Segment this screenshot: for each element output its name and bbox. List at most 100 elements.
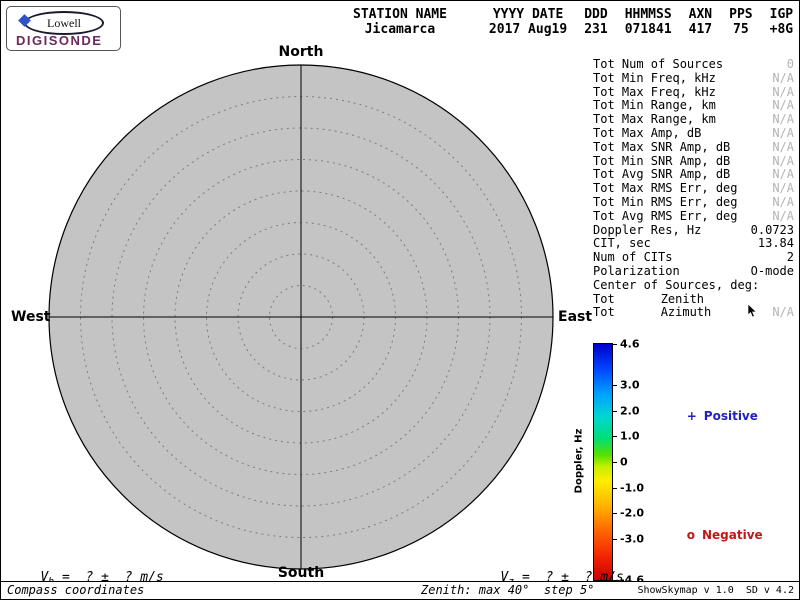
circle-icon: o [686, 528, 695, 542]
stat-row: Tot Min RMS Err, deg N/A [593, 194, 794, 210]
compass-label-east: East [558, 309, 593, 325]
stat-row: Tot Max SNR Amp, dB N/A [593, 139, 794, 155]
stat-value: 2 [786, 250, 794, 265]
header-field: IGP +8G [770, 7, 793, 37]
stat-value: N/A [772, 70, 794, 85]
colorbar-title: Doppler, Hz [573, 428, 585, 494]
header-field-label: HHMMSS [624, 7, 672, 22]
legend-positive: + Positive [670, 395, 758, 437]
stat-sublabel: Zenith [660, 291, 705, 306]
stat-row: Tot Max RMS Err, deg N/A [593, 181, 794, 196]
stat-row: CIT, sec 13.84 [593, 237, 794, 251]
header-field-label: STATION NAME [353, 7, 447, 22]
stat-value: 0 [786, 57, 794, 71]
coordinates-note: Compass coordinates [7, 583, 145, 597]
mouse-cursor-icon [747, 304, 758, 318]
stat-row: Num of CITs 2 [593, 250, 794, 265]
colorbar-tick-mark [612, 436, 617, 438]
stat-label: Tot Max Freq, kHz [593, 84, 716, 99]
version-label: ShowSkymap v 1.0 SD v 4.2 [637, 585, 794, 596]
stat-value: N/A [772, 194, 794, 209]
colorbar-tick-mark [612, 538, 617, 540]
lowell-digisonde-logo: Lowell DIGISONDE [6, 6, 121, 51]
stat-value: 0.0723 [750, 222, 794, 237]
colorbar-tick-mark [612, 344, 617, 345]
header-field-value: 2017 Aug19 [488, 22, 568, 37]
stat-label: Tot Min RMS Err, deg [593, 194, 738, 209]
colorbar-tick-mark [612, 580, 617, 581]
header-field: PPS 75 [729, 7, 752, 37]
stat-row: Tot Num of Sources 0 [593, 57, 794, 72]
colorbar-tick-mark [612, 513, 617, 515]
header-field: DDD 231 [584, 7, 607, 37]
header-field-label: YYYY DATE [492, 7, 564, 22]
stat-row: Tot Min SNR Amp, dB N/A [593, 153, 794, 169]
lowell-ellipse: Lowell [24, 11, 104, 35]
stat-value: N/A [772, 139, 794, 154]
stat-row: Tot Avg RMS Err, deg N/A [593, 208, 794, 224]
stat-label: Tot Num of Sources [593, 57, 724, 71]
stat-row: Tot Min Freq, kHz N/A [593, 70, 794, 86]
stat-value: N/A [772, 125, 794, 140]
stat-sublabel: Azimuth [660, 305, 712, 320]
stat-label: CIT, sec [593, 236, 651, 251]
stat-value: N/A [772, 153, 794, 168]
vh-symbol: V [40, 570, 49, 585]
bottom-bar: Compass coordinates Zenith: max 40° step… [1, 581, 799, 599]
stat-label: Tot Max SNR Amp, dB [593, 139, 731, 154]
colorbar-tick-mark [612, 385, 617, 387]
legend-negative: o Negative [670, 514, 763, 556]
vz-symbol: V [500, 570, 509, 585]
stat-value: N/A [772, 98, 794, 113]
stat-value: N/A [772, 181, 794, 196]
colorbar-group: Doppler, Hz 4.6 3.0 2.0 1.0 0 -1.0 -2.0 -3.0 -4.… [561, 338, 681, 587]
colorbar: 4.6 3.0 2.0 1.0 0 -1.0 -2.0 -3.0 -4.6 [593, 338, 644, 587]
legend-negative-label: Negative [701, 528, 763, 542]
stat-row: Polarization O-mode [593, 263, 794, 279]
stat-label: Tot Max Amp, dB [593, 125, 702, 140]
header-field-label: DDD [584, 7, 608, 22]
header-field-label: AXN [688, 7, 713, 22]
stat-value: N/A [772, 208, 794, 223]
stat-row: Tot Zenith [593, 291, 794, 307]
stat-label: Num of CITs [593, 250, 673, 265]
stat-value: N/A [772, 112, 794, 127]
stat-label: Tot [593, 305, 615, 320]
stat-row: Doppler Res, Hz 0.0723 [593, 222, 794, 238]
compass-label-north: North [278, 44, 324, 60]
colorbar-tick-mark [612, 487, 617, 489]
stat-row: Tot Max Freq, kHz N/A [593, 84, 794, 100]
lowell-brand-text: Lowell [47, 15, 81, 30]
header-field-label: IGP [769, 7, 794, 22]
colorbar-tick-label: 2.0 [620, 404, 640, 418]
colorbar-tick-label: -3.0 [620, 532, 645, 546]
stat-label: Center of Sources, deg: [593, 277, 760, 292]
stat-value: N/A [772, 167, 794, 182]
header-field-value: 75 [733, 22, 749, 37]
stat-row: Tot Max Amp, dB N/A [593, 125, 794, 141]
digisonde-brand-text: DIGISONDE [16, 33, 103, 48]
stat-row: Tot Avg SNR Amp, dB N/A [593, 168, 794, 182]
compass-plot-svg [48, 64, 554, 570]
stat-label: Tot [593, 291, 615, 306]
colorbar-tick-mark [612, 462, 617, 463]
compass-label-south: South [277, 565, 325, 581]
stat-label: Tot Min Range, km [593, 98, 716, 113]
stat-row: Tot Azimuth N/A [593, 306, 794, 320]
colorbar-tick-label: 1.0 [620, 429, 640, 443]
stat-label: Tot Max Range, km [593, 112, 716, 127]
legend-positive-label: Positive [703, 409, 758, 423]
colorbar-tick-label: -2.0 [620, 506, 645, 520]
stat-value: N/A [772, 84, 794, 99]
plus-icon: + [686, 409, 697, 423]
stats-panel: Tot Num of Sources 0 Tot Min Freq, kHz N/A T… [593, 57, 794, 320]
stat-row: Center of Sources, deg: [593, 277, 794, 293]
stat-value: 13.84 [757, 236, 794, 251]
stat-value: O-mode [750, 263, 794, 278]
stat-label: Doppler Res, Hz [593, 222, 702, 237]
stat-label: Polarization [593, 263, 680, 278]
colorbar-tick-label: 3.0 [620, 378, 640, 392]
colorbar-tick-label: 4.6 [620, 337, 640, 351]
compass-plot [47, 63, 555, 571]
